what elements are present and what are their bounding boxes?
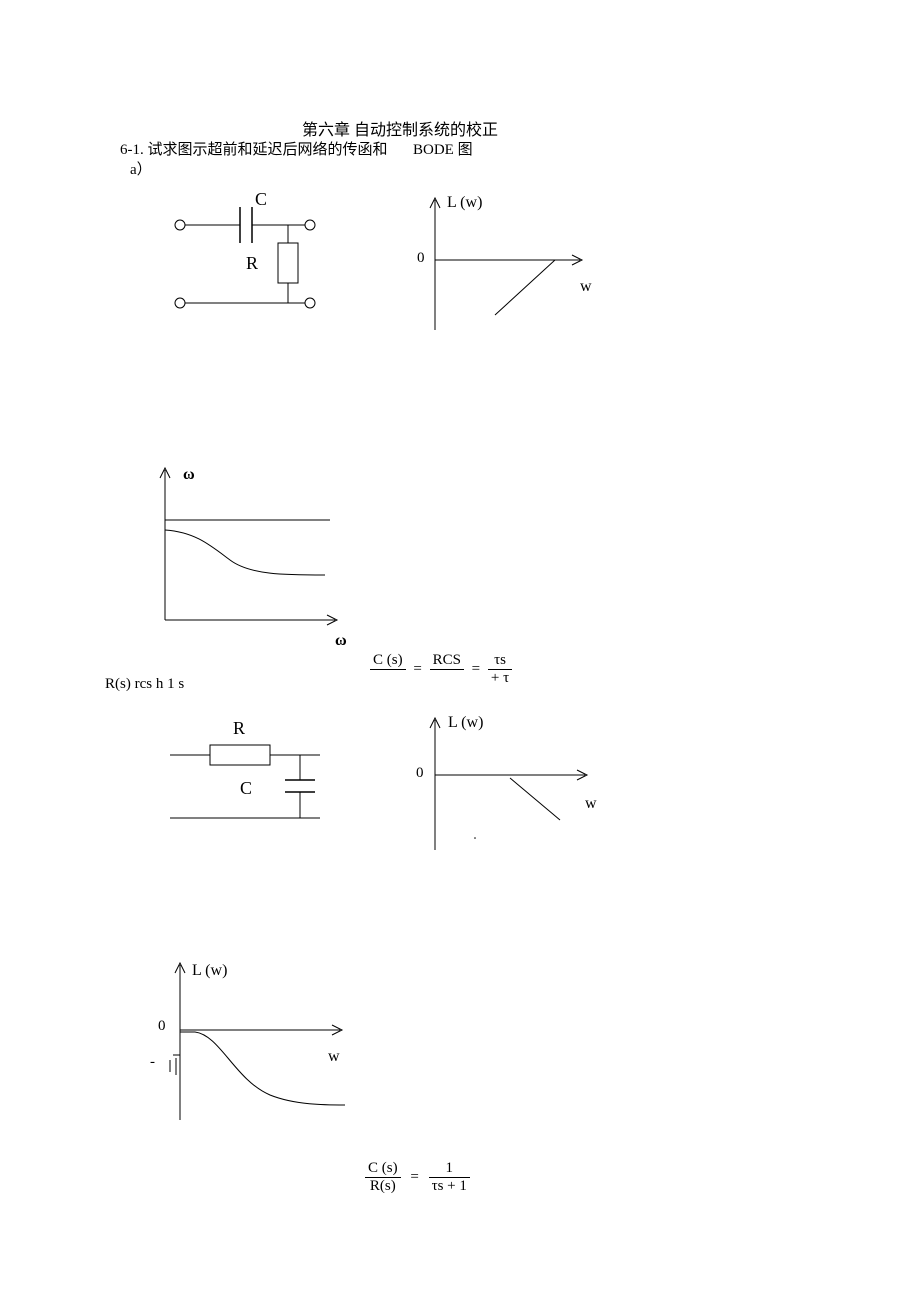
chapter-title: 第六章 自动控制系统的校正 [302,116,498,140]
eqA-eq1: = [409,661,425,677]
phase-a-symbol: ω [183,466,195,484]
bode-b-zero: 0 [416,765,424,782]
bode-b-ylabel: L (w) [448,714,483,732]
eqB-eq: = [404,1169,424,1185]
fig-a-bode: L (w) 0 w [405,190,605,355]
eqB-rhs-den: τs + 1 [429,1178,470,1195]
problem-suffix: BODE 图 [413,142,473,158]
problem-prefix: 6-1. 试求图示超前和延迟后网络的传函和 [120,142,388,158]
label-c: C [255,189,267,210]
phase-b-minus: - [150,1054,155,1071]
eq-b-real: C (s) R(s) = 1 τs + 1 [365,1160,470,1195]
eqB-rhs-num: 1 [429,1160,470,1178]
fig-a-phase: ω ω [135,460,365,655]
eq-a-left: R(s) rcs h 1 s [105,676,184,693]
bode-a-zero: 0 [417,250,425,267]
fig-b-phase: L (w) 0 - w [140,960,370,1145]
label-c-b: C [240,778,252,799]
bode-a-xlabel: w [580,278,592,296]
eqA-rhs-num: τs [488,652,512,670]
eqB-lhs-den: R(s) [365,1178,401,1195]
eqA-lhs-num: C (s) [370,652,406,670]
eqA-rhs-den: + τ [488,670,512,687]
bode-a-ylabel: L (w) [447,194,482,212]
phase-b-zero: 0 [158,1018,166,1035]
label-r: R [246,253,258,274]
phase-b-ylabel: L (w) [192,962,227,980]
problem-text: 6-1. 试求图示超前和延迟后网络的传函和 BODE 图 [120,138,473,159]
part-a-label: a） [130,158,152,179]
fig-b-circuit: R C [155,710,355,855]
fig-b-bode: L (w) 0 w [400,710,610,875]
phase-b-xlabel: w [328,1048,340,1066]
label-r-b: R [233,718,245,739]
bode-b-xlabel: w [585,795,597,813]
phase-a-xlabel: ω [335,632,347,650]
eqA-mid-num: RCS [430,652,464,670]
eqA-eq2: = [468,661,484,677]
eq-a: C (s) = RCS = τs + τ [370,652,512,687]
eqB-lhs-num2: C (s) [365,1160,401,1178]
fig-a-circuit: C R [170,195,360,350]
